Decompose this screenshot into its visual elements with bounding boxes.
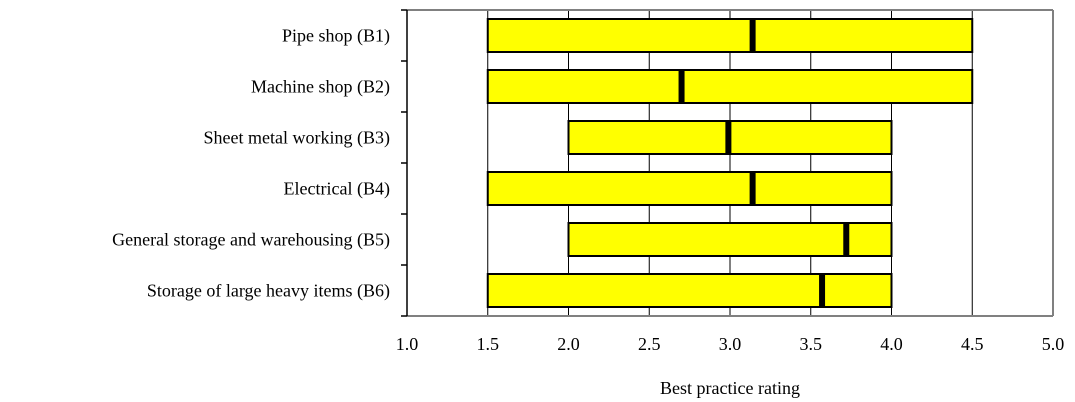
category-label-6: Storage of large heavy items (B6) [147, 281, 390, 302]
x-tick-labels: 1.0 1.5 2.0 2.5 3.0 3.5 4.0 4.5 5.0 [396, 334, 1065, 354]
mean-marker-1 [749, 19, 756, 52]
mean-marker-3 [725, 121, 732, 154]
mean-marker-2 [678, 70, 685, 103]
range-bars [486, 18, 974, 308]
category-label-5: General storage and warehousing (B5) [112, 230, 390, 251]
x-tick-label-4.5: 4.5 [961, 334, 984, 354]
category-label-2: Machine shop (B2) [251, 77, 390, 98]
range-bar-4 [486, 171, 893, 206]
category-label-4: Electrical (B4) [284, 179, 390, 200]
x-tick-label-1.5: 1.5 [477, 334, 500, 354]
x-tick-label-3.0: 3.0 [719, 334, 742, 354]
vertical-gridlines [487, 10, 973, 316]
mean-marker-4 [749, 172, 756, 205]
range-bar-5 [567, 222, 893, 257]
mean-marker-6 [819, 274, 826, 307]
plot-frame [401, 9, 1054, 317]
mean-marker-5 [843, 223, 850, 256]
range-bar-1 [486, 18, 974, 53]
x-tick-label-2.5: 2.5 [638, 334, 661, 354]
range-bar-6 [486, 273, 893, 308]
range-bar-2 [486, 69, 974, 104]
x-tick-label-4.0: 4.0 [880, 334, 903, 354]
category-label-1: Pipe shop (B1) [282, 26, 390, 47]
x-tick-label-5.0: 5.0 [1042, 334, 1065, 354]
x-tick-label-3.5: 3.5 [800, 334, 823, 354]
category-labels: Pipe shop (B1) Machine shop (B2) Sheet met… [112, 26, 390, 302]
x-tick-label-2.0: 2.0 [557, 334, 580, 354]
x-axis-title: Best practice rating [660, 378, 800, 398]
category-label-3: Sheet metal working (B3) [204, 128, 390, 149]
x-tick-label-1.0: 1.0 [396, 334, 419, 354]
